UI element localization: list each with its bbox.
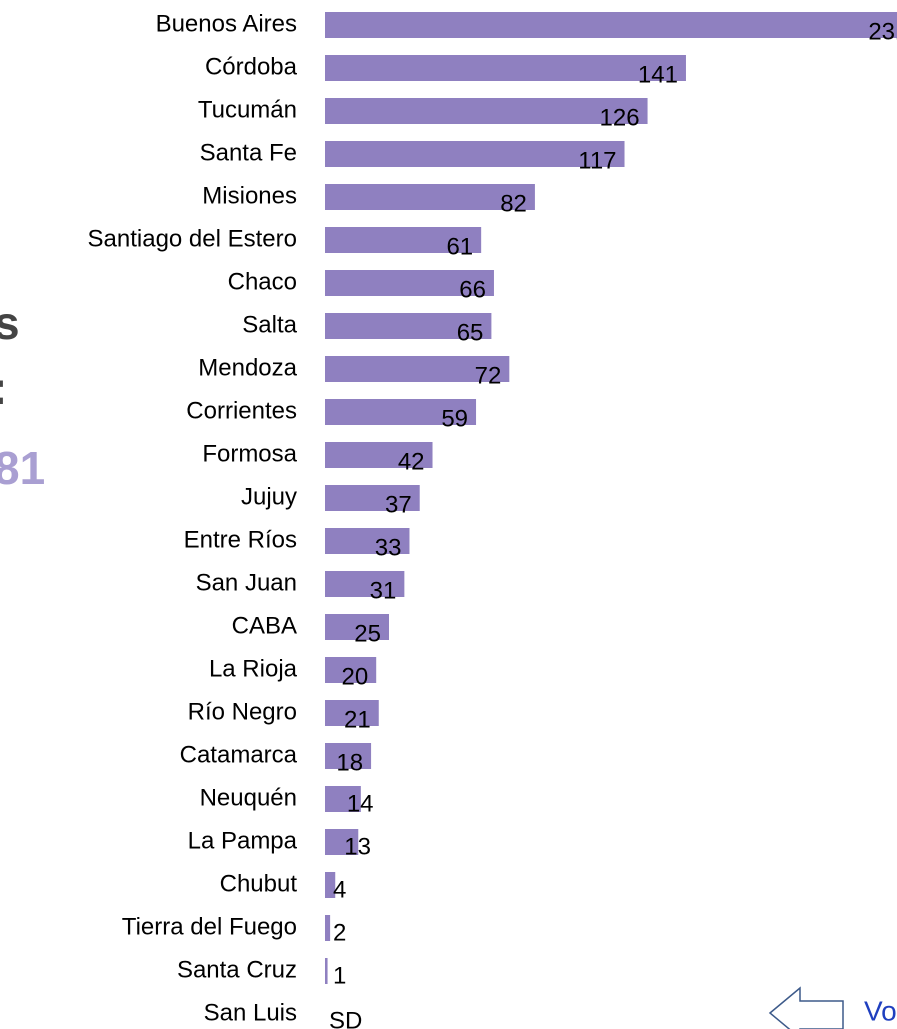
value-label: 117 <box>578 147 616 174</box>
bar <box>325 141 625 167</box>
category-label: Santiago del Estero <box>88 225 297 252</box>
category-label: Tierra del Fuego <box>122 913 297 940</box>
link[interactable]: Vo <box>864 995 897 1026</box>
bar <box>325 786 361 812</box>
category-label: Salta <box>242 311 297 338</box>
bar <box>325 227 482 253</box>
cut-text: 81 <box>0 442 45 494</box>
value-label: 65 <box>457 319 484 346</box>
bar <box>325 356 510 382</box>
category-label: Tucumán <box>198 96 297 123</box>
value-label: 72 <box>475 362 502 389</box>
category-label: Entre Ríos <box>184 526 297 553</box>
value-label: 61 <box>446 233 473 260</box>
value-label: 2 <box>333 919 346 946</box>
category-label: Catamarca <box>180 741 298 768</box>
category-label: Mendoza <box>198 354 297 381</box>
bar <box>325 485 420 511</box>
value-label: 13 <box>344 833 371 860</box>
value-label: 20 <box>341 663 368 690</box>
cut-text: : <box>0 362 7 414</box>
value-label: 33 <box>375 534 402 561</box>
category-label: Santa Fe <box>200 139 297 166</box>
bar <box>325 98 648 124</box>
value-label: 31 <box>370 577 397 604</box>
back-arrow[interactable] <box>768 986 844 1029</box>
bar <box>325 571 405 597</box>
bar <box>325 313 492 339</box>
category-label: Chaco <box>228 268 297 295</box>
category-label: Chubut <box>220 870 298 897</box>
value-label: 1 <box>333 962 346 989</box>
category-label: San Juan <box>196 569 297 596</box>
value-label: 66 <box>459 276 486 303</box>
value-label: 37 <box>385 491 412 518</box>
value-label: 18 <box>336 749 363 776</box>
category-label: Jujuy <box>241 483 297 510</box>
value-label: 141 <box>638 61 678 88</box>
bar <box>325 184 535 210</box>
value-label: 42 <box>398 448 425 475</box>
category-label: CABA <box>232 612 297 639</box>
bar <box>325 700 379 726</box>
category-label: Río Negro <box>188 698 297 725</box>
bar <box>325 614 389 640</box>
category-label: La Pampa <box>188 827 298 854</box>
category-label: Buenos Aires <box>156 10 297 37</box>
bar <box>325 12 897 38</box>
value-label: 14 <box>347 790 374 817</box>
bar <box>325 270 494 296</box>
category-label: San Luis <box>204 999 297 1026</box>
bar <box>325 915 331 941</box>
value-label: 126 <box>600 104 640 131</box>
bar <box>325 872 336 898</box>
category-label: Misiones <box>202 182 297 209</box>
cut-text: s <box>0 297 20 349</box>
bar <box>325 442 433 468</box>
value-label: 25 <box>354 620 381 647</box>
bar <box>325 829 359 855</box>
value-label: SD <box>329 1007 362 1029</box>
bar <box>325 958 328 984</box>
category-label: La Rioja <box>209 655 298 682</box>
value-label: 59 <box>441 405 468 432</box>
bar <box>325 657 377 683</box>
value-label: 4 <box>333 876 346 903</box>
category-label: Neuquén <box>200 784 297 811</box>
value-label: 231 <box>868 18 897 45</box>
category-label: Formosa <box>202 440 297 467</box>
bar <box>325 399 477 425</box>
bar <box>325 528 410 554</box>
category-label: Santa Cruz <box>177 956 297 983</box>
category-label: Córdoba <box>205 53 298 80</box>
category-label: Corrientes <box>186 397 297 424</box>
bar <box>325 743 372 769</box>
value-label: 82 <box>500 190 527 217</box>
bar <box>325 55 686 81</box>
value-label: 21 <box>344 706 371 733</box>
